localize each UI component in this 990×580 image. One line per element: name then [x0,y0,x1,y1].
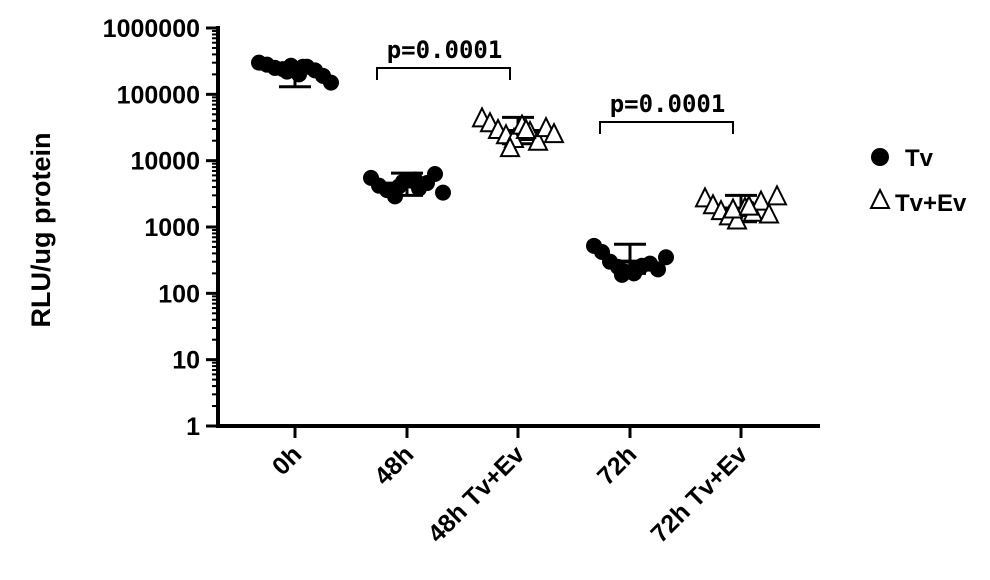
legend-marker-circle [871,148,889,166]
legend-marker-triangle [869,187,891,209]
legend-label-tv: Tv [905,145,934,172]
data-point-tv [614,266,630,283]
significance-bracket [599,121,734,134]
data-point-tv [650,261,666,278]
data-point-tv [295,58,311,75]
data-points [251,54,788,283]
data-point-tv-ev [726,208,748,230]
y-tick-label: 100000 [117,81,200,109]
data-point-tv [658,249,674,266]
y-tick-label: 10000 [130,148,200,176]
data-point-tv [279,63,295,80]
y-axis-label: RLU/ug protein [26,133,56,328]
data-point-tv-ev [722,197,744,219]
y-tick-label: 1000000 [103,15,200,43]
significance-annotations: p=0.0001 p=0.0001 [376,36,734,134]
data-point-tv-ev [527,129,549,151]
data-point-tv-ev [738,194,760,216]
data-point-tv [630,260,646,277]
data-point-tv-ev [543,121,565,144]
legend: Tv Tv+Ev [869,145,967,217]
data-point-tv [323,74,339,91]
data-point-tv [435,184,451,201]
y-tick-label: 1000 [144,214,200,242]
x-axis-ticks: 0h 48h 48h Tv+Ev 72h 72h Tv+Ev [267,426,753,548]
x-tick-label: 48h [369,440,419,490]
p-value-label: p=0.0001 [387,36,503,64]
data-point-tv [407,171,423,188]
x-tick-label: 48h Tv+Ev [422,440,530,548]
legend-label-tv-ev: Tv+Ev [895,190,967,217]
x-tick-label: 72h Tv+Ev [645,440,753,548]
x-tick-label: 72h [592,440,642,490]
y-tick-label: 100 [158,280,200,308]
y-tick-label: 10 [172,347,200,375]
data-point-tv [391,178,407,195]
data-point-tv-ev [499,135,521,158]
p-value-label: p=0.0001 [610,90,726,118]
significance-bracket [376,67,511,80]
data-point-tv [427,165,443,182]
y-tick-label: 1 [186,413,200,441]
y-axis-ticks: 1 10 100 1000 10000 100000 1000000 [103,15,218,441]
x-tick-label: 0h [267,440,307,480]
data-point-tv-ev [758,202,780,224]
data-point-tv-ev [515,117,537,140]
data-point-tv-ev [750,189,772,211]
data-point-tv-ev [766,184,788,206]
